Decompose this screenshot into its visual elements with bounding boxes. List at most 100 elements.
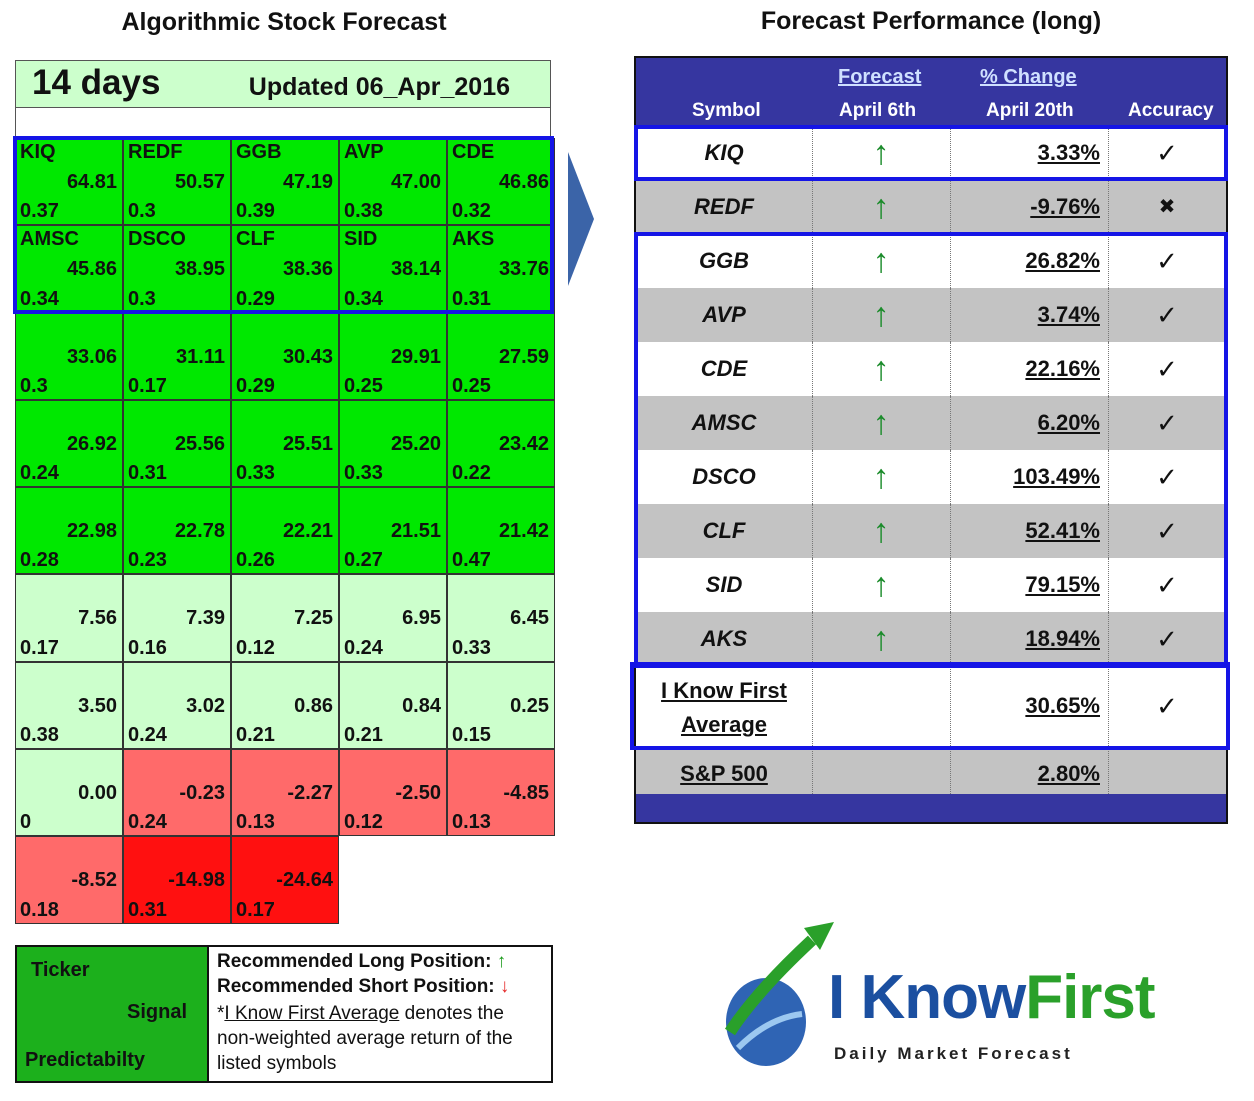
sp500-row: S&P 500 2.80% xyxy=(636,746,1226,802)
cell-signal: -0.23 xyxy=(179,782,225,805)
cell-signal: 0.86 xyxy=(294,694,333,717)
legend-notes: Recommended Long Position: ↑ Recommended… xyxy=(217,949,547,1076)
average-highlight xyxy=(630,662,1230,750)
cell-signal: 29.91 xyxy=(390,345,441,368)
cell-signal: 6.45 xyxy=(510,607,549,630)
accuracy-icon: ✖ xyxy=(1158,196,1176,218)
average-row: I Know First Average 30.65% ✓ xyxy=(636,666,1226,746)
legend-average-link[interactable]: I Know First Average xyxy=(224,1003,400,1024)
cell-signal: 0.25 xyxy=(510,694,549,717)
forecast-title: Algorithmic Stock Forecast xyxy=(121,8,447,36)
col-symbol: Symbol xyxy=(692,100,761,121)
accuracy-icon: ✓ xyxy=(1156,138,1178,168)
forecast-cell: 25.20 0.33 xyxy=(339,399,447,488)
row-change: 103.49% xyxy=(1013,464,1100,489)
forecast-cell: 0.00 0 xyxy=(15,749,123,837)
long-arrow-icon: ↑ xyxy=(496,951,507,972)
legend-predictability-label: Predictabilty xyxy=(25,1049,146,1071)
average-line-2: Average xyxy=(680,712,767,737)
row-change: -9.76% xyxy=(1030,194,1100,219)
up-arrow-icon: ↑ xyxy=(872,404,890,442)
cell-signal: 7.56 xyxy=(78,607,117,630)
cell-signal: 25.51 xyxy=(282,432,333,455)
cell-predictability: 0.18 xyxy=(20,898,59,921)
col-forecast-date: April 6th xyxy=(839,100,917,121)
cell-signal: 0.84 xyxy=(402,694,441,717)
forecast-cell: DSCO 38.95 0.3 xyxy=(123,225,231,313)
accuracy-icon: ✓ xyxy=(1156,691,1178,721)
cell-signal: 31.11 xyxy=(176,345,225,368)
performance-row: AMSC ↑ 6.20% ✓ xyxy=(636,396,1226,450)
performance-title: Forecast Performance (long) xyxy=(760,7,1102,35)
cell-predictability: 0.13 xyxy=(452,811,491,834)
cell-predictability: 0.17 xyxy=(20,636,59,659)
cell-signal: 27.59 xyxy=(498,345,549,368)
cell-ticker: CDE xyxy=(452,141,495,163)
cell-ticker: DSCO xyxy=(128,228,186,251)
up-arrow-icon: ↑ xyxy=(872,566,890,604)
forecast-cell: 30.43 0.29 xyxy=(231,312,339,400)
cell-signal: 47.19 xyxy=(282,171,333,193)
up-arrow-icon: ↑ xyxy=(872,134,890,172)
accuracy-icon: ✓ xyxy=(1156,624,1178,654)
cell-signal: 22.98 xyxy=(66,520,117,543)
cell-predictability: 0.22 xyxy=(452,462,491,485)
row-symbol: REDF xyxy=(694,194,754,219)
col-forecast-link[interactable]: Forecast xyxy=(838,66,922,88)
cell-signal: 46.86 xyxy=(498,171,549,193)
forecast-cell: 33.06 0.3 xyxy=(15,312,123,400)
forecast-cell: 22.78 0.23 xyxy=(123,487,231,575)
cell-predictability: 0.26 xyxy=(236,549,275,572)
up-arrow-icon: ↑ xyxy=(872,188,890,226)
cell-predictability: 0 xyxy=(20,811,32,834)
forecast-cell: -2.50 0.12 xyxy=(339,749,447,837)
cell-predictability: 0.24 xyxy=(344,636,383,659)
col-change-date: April 20th xyxy=(986,100,1074,121)
forecast-cell: -4.85 0.13 xyxy=(447,749,555,837)
cell-ticker: AVP xyxy=(344,141,384,163)
cell-signal: 47.00 xyxy=(390,171,441,193)
up-arrow-icon: ↑ xyxy=(872,350,890,388)
cell-predictability: 0.17 xyxy=(236,898,275,921)
performance-row: AKS ↑ 18.94% ✓ xyxy=(636,612,1226,666)
accuracy-icon: ✓ xyxy=(1156,246,1178,276)
average-change: 30.65% xyxy=(1025,693,1100,718)
forecast-cell: 21.42 0.47 xyxy=(447,487,555,575)
top-ten-highlight xyxy=(13,136,554,314)
logo-tagline: Daily Market Forecast xyxy=(834,1044,1073,1063)
performance-row: SID ↑ 79.15% ✓ xyxy=(636,558,1226,612)
logo-brand-b: First xyxy=(1025,963,1155,1032)
cell-signal: 33.06 xyxy=(66,345,117,368)
cell-predictability: 0.31 xyxy=(128,898,167,921)
forecast-cell: 0.25 0.15 xyxy=(447,661,555,750)
average-label: I Know First Average xyxy=(636,674,812,742)
forecast-cell: 25.56 0.31 xyxy=(123,399,231,488)
forecast-cell: 3.02 0.24 xyxy=(123,661,231,750)
up-arrow-icon: ↑ xyxy=(872,296,890,334)
row-change: 3.33% xyxy=(1037,140,1100,165)
cell-signal: 7.39 xyxy=(186,607,225,630)
performance-table: Symbol Forecast April 6th % Change April… xyxy=(630,56,1230,824)
average-line-1: I Know First xyxy=(661,678,787,703)
cell-predictability: 0.33 xyxy=(452,636,491,659)
performance-row: CDE ↑ 22.16% ✓ xyxy=(636,342,1226,396)
legend-asterisk: * xyxy=(217,1003,225,1024)
col-accuracy: Accuracy xyxy=(1128,100,1214,121)
cell-signal: 3.02 xyxy=(186,694,225,717)
forecast-cell: CLF 38.36 0.29 xyxy=(231,225,339,313)
cell-predictability: 0.37 xyxy=(20,200,59,223)
cell-predictability: 0.24 xyxy=(128,724,167,747)
forecast-cell: -8.52 0.18 xyxy=(15,836,123,924)
cell-ticker: GGB xyxy=(236,141,282,163)
row-symbol: GGB xyxy=(698,248,750,273)
sp500-change: 2.80% xyxy=(1037,761,1100,786)
col-change-link[interactable]: % Change xyxy=(980,66,1077,88)
cell-signal: 7.25 xyxy=(294,607,333,630)
cell-predictability: 0.13 xyxy=(236,811,275,834)
row-symbol: KIQ xyxy=(704,140,744,165)
cell-signal: -2.50 xyxy=(395,782,441,805)
cell-ticker: AMSC xyxy=(20,228,79,251)
cell-signal: 0.00 xyxy=(78,782,117,805)
cell-ticker: SID xyxy=(344,228,378,251)
cell-signal: 23.42 xyxy=(498,432,549,455)
